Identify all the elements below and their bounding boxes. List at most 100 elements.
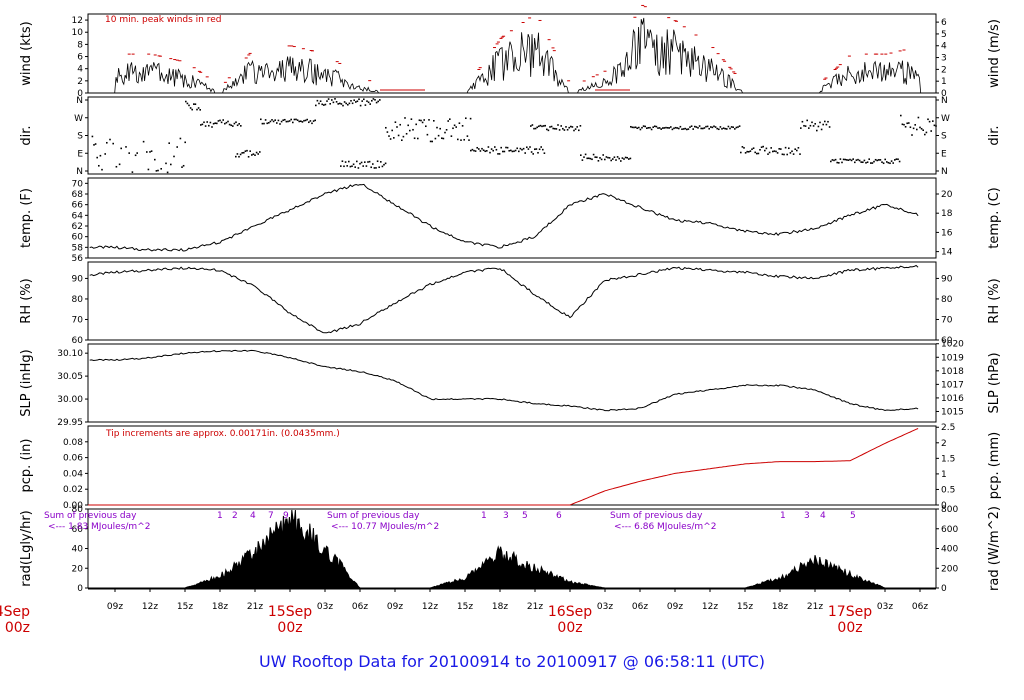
dir-point	[650, 128, 653, 131]
dir-point	[752, 147, 755, 149]
dir-point	[404, 117, 406, 119]
dir-point	[705, 125, 707, 128]
dir-point	[431, 140, 433, 143]
dir-point	[377, 100, 379, 103]
y-axis-label-right: RH (%)	[987, 278, 1002, 323]
dir-point	[232, 125, 234, 127]
tick-label: 40	[72, 545, 84, 555]
day-label: 15Sep	[268, 604, 312, 620]
dir-point	[479, 150, 482, 152]
tick-label: 0.02	[63, 485, 83, 495]
dir-point	[690, 125, 693, 127]
dir-point	[536, 126, 538, 129]
dir-point	[631, 126, 634, 129]
dir-point	[279, 123, 281, 125]
dir-point	[649, 126, 651, 129]
dir-point	[841, 161, 843, 164]
dir-point	[478, 148, 480, 150]
dir-point	[316, 99, 319, 102]
dir-point	[610, 159, 612, 162]
dir-point	[393, 137, 395, 139]
dir-point	[471, 148, 474, 151]
dir-point	[379, 99, 381, 101]
dir-point	[364, 161, 366, 163]
dir-point	[535, 148, 538, 150]
dir-point	[881, 161, 883, 163]
daily-sum-value: <--- 1.83 MJoules/m^2	[48, 522, 150, 532]
dir-point	[670, 126, 672, 128]
x-tick-label: 18z	[772, 602, 788, 612]
dir-point	[397, 134, 400, 137]
dir-point	[394, 121, 397, 123]
dir-point	[335, 101, 338, 103]
y-axis-label: pcp. (in)	[19, 439, 34, 493]
x-tick-label: 21z	[807, 602, 823, 612]
dir-point	[380, 161, 382, 163]
dir-point	[418, 119, 421, 122]
dir-point	[396, 126, 398, 128]
dir-point	[863, 159, 866, 162]
panel-frame	[87, 177, 937, 259]
tick-label: 2	[77, 77, 83, 87]
daily-sum-label: Sum of previous day	[610, 511, 703, 521]
dir-point	[516, 147, 518, 150]
dir-point	[356, 100, 359, 103]
dir-point	[668, 127, 670, 129]
dir-point	[740, 151, 742, 154]
dir-point	[492, 149, 494, 152]
dir-point	[700, 127, 702, 130]
dir-point	[539, 124, 542, 127]
tip-marker: 6	[556, 511, 562, 521]
dir-point	[99, 154, 102, 157]
dir-point	[866, 161, 869, 163]
dir-point	[817, 125, 820, 128]
dir-point	[751, 148, 753, 151]
dir-point	[803, 124, 805, 127]
dir-point	[634, 126, 637, 129]
dir-point	[663, 127, 666, 129]
dir-point	[538, 148, 541, 151]
dir-point	[212, 122, 215, 125]
dir-point	[239, 153, 242, 156]
dir-point	[274, 119, 276, 121]
dir-point	[356, 160, 358, 163]
dir-point	[887, 161, 890, 164]
tick-label: 68	[72, 190, 84, 200]
dir-point	[375, 101, 378, 104]
x-tick-label: 03z	[597, 602, 613, 612]
dir-point	[370, 166, 372, 169]
dir-point	[662, 127, 664, 129]
dir-point	[482, 149, 485, 152]
dir-point	[358, 98, 360, 101]
dir-point	[759, 148, 761, 151]
tick-label: 1.5	[941, 454, 955, 464]
dir-point	[412, 128, 414, 131]
tick-label: 2.5	[941, 423, 955, 433]
dir-point	[353, 99, 355, 102]
dir-point	[324, 103, 327, 106]
dir-point	[678, 127, 680, 130]
dir-point	[652, 126, 654, 128]
dir-point	[532, 153, 534, 155]
dir-point	[293, 118, 296, 121]
dir-point	[204, 125, 207, 127]
dir-point	[928, 120, 931, 123]
tick-label: 5	[941, 30, 947, 40]
precip-annotation: Tip increments are approx. 0.00171in. (0…	[105, 429, 340, 439]
dir-point	[919, 126, 921, 129]
tick-label: 0.08	[63, 438, 83, 448]
dir-point	[618, 157, 620, 160]
dir-point	[722, 127, 725, 129]
dir-point	[676, 127, 678, 129]
dir-point	[865, 162, 867, 164]
dir-point	[193, 103, 195, 105]
dir-point	[544, 124, 546, 127]
tick-label: 60	[72, 525, 84, 535]
dir-point	[842, 158, 845, 161]
dir-point	[282, 119, 284, 121]
dir-point	[711, 126, 714, 129]
dir-point	[756, 152, 758, 155]
dir-point	[804, 125, 807, 127]
precipitation-line	[88, 428, 919, 506]
dir-point	[580, 154, 582, 157]
